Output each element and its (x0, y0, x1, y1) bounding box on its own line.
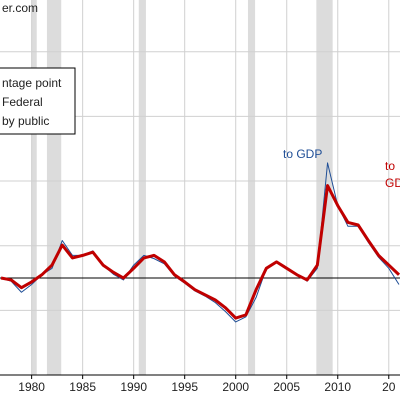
x-tick-label: 2000 (222, 380, 249, 394)
x-tick-label: 2005 (273, 380, 300, 394)
annotation: to (385, 159, 395, 173)
watermark: er.com (2, 1, 38, 15)
recession-band (46, 0, 62, 375)
recession-band (138, 0, 146, 375)
recession-band (31, 0, 37, 375)
x-tick-label: 1985 (69, 380, 96, 394)
recession-band (316, 0, 333, 375)
annotation: GD (385, 176, 400, 190)
x-tick-label: 1995 (171, 380, 198, 394)
legend-text: ntage point (2, 76, 62, 90)
x-tick-label: 20 (382, 380, 396, 394)
plot-background (0, 0, 400, 375)
x-tick-label: 1990 (120, 380, 147, 394)
x-tick-label: 2010 (324, 380, 351, 394)
x-tick-label: 1980 (18, 380, 45, 394)
legend-box (0, 67, 76, 135)
plot-lines (0, 162, 400, 323)
legend-text: Federal (2, 95, 43, 109)
annotation: to GDP (283, 147, 322, 161)
recession-band (247, 0, 256, 375)
series-line (0, 184, 400, 320)
legend-text: by public (2, 114, 49, 128)
